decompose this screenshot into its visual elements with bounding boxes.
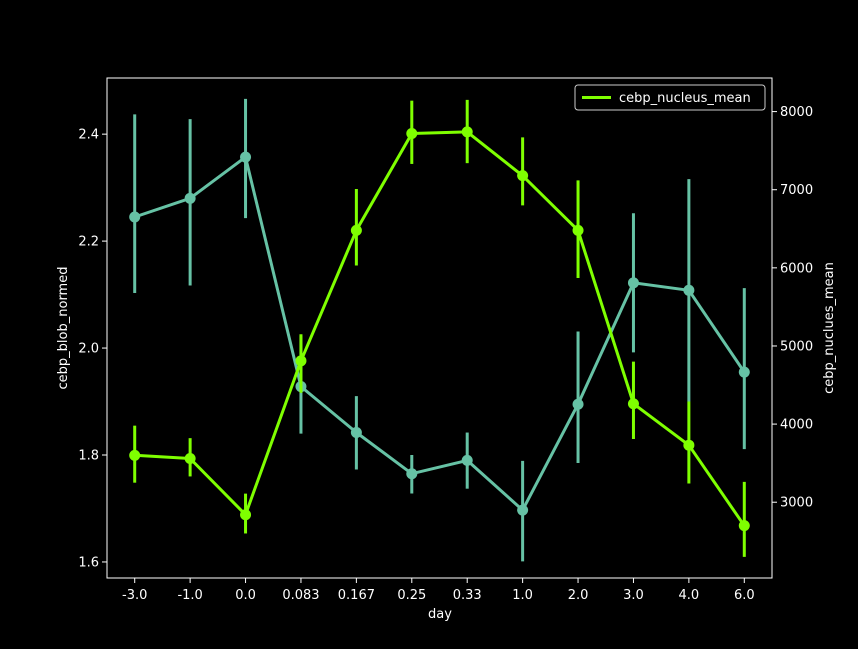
- x-tick-label: 2.0: [568, 588, 589, 603]
- data-point: [350, 427, 362, 439]
- x-tick-label: 6.0: [734, 588, 755, 603]
- right-y-axis-label: cebp_nuclues_mean: [822, 262, 837, 394]
- data-point: [295, 355, 307, 367]
- data-point: [627, 277, 639, 289]
- data-point: [683, 284, 695, 296]
- data-point: [517, 504, 529, 516]
- x-axis-ticks: -3.0 -1.0 0.0 0.083 0.167 0.25 0.33 1.0 2.0 3.0 4.…: [122, 578, 755, 603]
- series-layer: [129, 98, 750, 562]
- plot-area: [106, 77, 773, 579]
- left-y-tick-label: 2.4: [78, 128, 99, 143]
- data-point: [240, 509, 252, 521]
- data-point: [350, 224, 362, 236]
- right-y-tick-label: 7000: [780, 183, 813, 198]
- data-point: [683, 439, 695, 451]
- left-y-tick-label: 1.8: [78, 449, 99, 464]
- left-y-axis-ticks: 1.6 1.8 2.0 2.2 2.4: [78, 128, 107, 570]
- data-point: [240, 151, 252, 163]
- x-tick-label: 1.0: [512, 588, 533, 603]
- data-point: [184, 192, 196, 204]
- data-point: [517, 170, 529, 182]
- data-point: [129, 449, 141, 461]
- series-1: [129, 99, 750, 557]
- x-tick-label: 3.0: [623, 588, 644, 603]
- data-point: [738, 366, 750, 378]
- x-tick-label: 0.083: [282, 588, 319, 603]
- data-point: [627, 398, 639, 410]
- right-y-tick-label: 3000: [780, 496, 813, 511]
- left-y-tick-label: 2.0: [78, 342, 99, 357]
- data-point: [572, 224, 584, 236]
- legend: cebp_nucleus_mean: [574, 84, 766, 111]
- x-tick-label: -1.0: [177, 588, 202, 603]
- right-y-axis-ticks: 3000 4000 5000 6000 7000 8000: [772, 105, 813, 511]
- series-line: [134, 155, 746, 512]
- right-y-tick-label: 4000: [780, 418, 813, 433]
- data-point: [572, 398, 584, 410]
- left-y-tick-label: 2.2: [78, 235, 99, 250]
- series-line: [134, 130, 746, 527]
- data-point: [406, 468, 418, 480]
- legend-box: [574, 84, 766, 111]
- x-tick-label: 0.25: [397, 588, 426, 603]
- data-point: [184, 452, 196, 464]
- right-y-tick-label: 6000: [780, 261, 813, 276]
- x-tick-label: 0.0: [235, 588, 256, 603]
- data-point: [461, 454, 473, 466]
- x-tick-label: 4.0: [679, 588, 700, 603]
- right-y-tick-label: 5000: [780, 339, 813, 354]
- legend-entry: cebp_nucleus_mean: [619, 91, 751, 106]
- data-point: [129, 211, 141, 223]
- data-point: [406, 127, 418, 139]
- x-axis-label: day: [428, 607, 452, 622]
- data-point: [738, 520, 750, 532]
- data-point: [461, 126, 473, 138]
- left-y-tick-label: 1.6: [78, 555, 99, 570]
- x-tick-label: 0.33: [453, 588, 482, 603]
- left-y-axis-label: cebp_blob_normed: [56, 267, 71, 390]
- x-tick-label: 0.167: [338, 588, 375, 603]
- x-tick-label: -3.0: [122, 588, 147, 603]
- right-y-tick-label: 8000: [780, 105, 813, 120]
